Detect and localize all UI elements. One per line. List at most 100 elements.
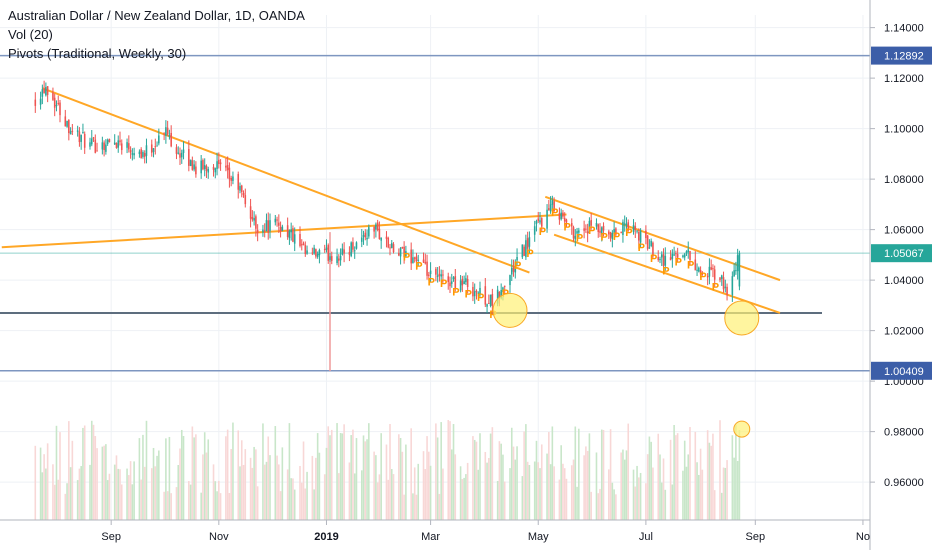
- volume-bar: [228, 492, 231, 520]
- pivot-marker: P: [662, 265, 669, 277]
- volume-bar: [488, 457, 490, 520]
- candle-body: [646, 235, 649, 249]
- candle-body: [64, 116, 67, 127]
- candle-body: [177, 152, 180, 154]
- candle-body: [392, 244, 395, 252]
- volume-bar: [212, 464, 215, 520]
- volume-bar: [253, 446, 255, 520]
- candle-body: [262, 229, 264, 233]
- candle-body: [465, 278, 467, 283]
- x-tick-label: Jul: [639, 531, 653, 543]
- volume-bar: [329, 435, 331, 520]
- volume-bar: [599, 488, 601, 520]
- price-axis[interactable]: 1.14000 1.12000 1.10000 1.08000 1.06000 1.040…: [869, 0, 932, 550]
- candle-body: [39, 98, 42, 105]
- candle-body: [696, 269, 698, 271]
- volume-bar: [413, 467, 416, 520]
- candle-body: [103, 142, 105, 151]
- candle-body: [318, 249, 321, 256]
- candle-body: [514, 261, 517, 273]
- volume-bar: [588, 433, 591, 520]
- candle-body: [622, 221, 624, 235]
- volume-bar: [450, 449, 453, 520]
- volume-bar: [119, 469, 121, 520]
- candle-body: [682, 255, 684, 257]
- volume-bar: [226, 429, 229, 520]
- volume-bar: [452, 424, 455, 520]
- candle-body: [410, 249, 412, 264]
- candle-body: [237, 174, 240, 190]
- volume-bar: [170, 493, 172, 520]
- candle-body: [90, 138, 93, 145]
- candle-body: [436, 275, 439, 277]
- volume-bar: [477, 469, 480, 520]
- candle-body: [426, 261, 428, 276]
- candle-body: [306, 250, 308, 254]
- candle-body: [535, 220, 538, 224]
- symbol-title[interactable]: Australian Dollar / New Zealand Dollar, …: [8, 8, 305, 23]
- volume-bar: [249, 457, 252, 520]
- price-badge: [871, 361, 932, 380]
- candle-body: [166, 127, 169, 135]
- candle-body: [553, 201, 555, 211]
- pivots-legend[interactable]: Pivots (Traditional, Weekly, 30): [8, 46, 187, 61]
- volume-bar: [503, 481, 506, 520]
- volume-bar: [514, 459, 517, 520]
- candle-body: [671, 253, 674, 259]
- volume-bar: [699, 448, 702, 520]
- candle-body: [389, 247, 391, 249]
- volume-bar: [696, 462, 698, 520]
- volume-legend[interactable]: Vol (20): [8, 27, 53, 42]
- candle-body: [300, 244, 303, 246]
- volume-bar: [422, 451, 425, 520]
- candle-body: [325, 247, 328, 250]
- volume-bar: [611, 482, 614, 520]
- volume-bar: [613, 489, 615, 520]
- volume-bar: [540, 444, 543, 520]
- trendline: [41, 87, 530, 274]
- volume-bar: [366, 439, 368, 520]
- volume-bar: [117, 468, 120, 520]
- candle-body: [138, 151, 141, 155]
- trendline: [553, 233, 781, 314]
- candle-body: [376, 222, 379, 230]
- volume-bar: [180, 429, 183, 520]
- volume-bar: [622, 449, 624, 520]
- candle-body: [364, 232, 367, 238]
- volume-bar: [578, 428, 580, 520]
- x-tick-label: No: [856, 531, 870, 543]
- candle-body: [373, 226, 375, 232]
- candle-body: [251, 217, 254, 220]
- volume-bar: [288, 423, 291, 520]
- volume-bar: [537, 462, 540, 520]
- volume-bar: [330, 429, 333, 520]
- candle-body: [563, 218, 566, 222]
- pivot-marker: P: [601, 231, 608, 243]
- candle-body: [362, 235, 365, 237]
- candle-body: [352, 242, 354, 250]
- volume-bar: [53, 484, 56, 520]
- candle-body: [660, 254, 663, 258]
- candles: [34, 80, 741, 315]
- candle-body: [466, 278, 469, 287]
- volume-bar: [701, 469, 704, 520]
- candle-body: [119, 140, 121, 143]
- candle-body: [154, 146, 157, 148]
- candle-body: [560, 212, 562, 220]
- volume-bar: [509, 468, 511, 520]
- time-axis[interactable]: Sep Nov 2019 Mar May Jul Sep No: [0, 519, 870, 543]
- candle-body: [463, 281, 465, 285]
- volume-bar: [724, 467, 727, 520]
- volume-bar: [200, 492, 202, 520]
- volume-bar: [368, 423, 370, 520]
- candle-body: [120, 143, 123, 151]
- candle-body: [202, 160, 204, 170]
- volume-bar: [498, 441, 501, 520]
- candle-body: [203, 165, 206, 169]
- candle-body: [496, 289, 499, 304]
- volume-bar: [659, 454, 661, 520]
- volume-bar: [516, 446, 518, 520]
- candle-body: [45, 87, 47, 96]
